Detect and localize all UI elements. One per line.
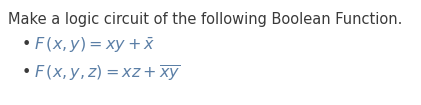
Text: $F\,(x, y) = xy + \bar{x}$: $F\,(x, y) = xy + \bar{x}$ xyxy=(34,36,155,55)
Text: $F\,(x, y, z) = xz + \overline{xy}$: $F\,(x, y, z) = xz + \overline{xy}$ xyxy=(34,64,180,84)
Text: Make a logic circuit of the following Boolean Function.: Make a logic circuit of the following Bo… xyxy=(8,12,402,27)
Text: •: • xyxy=(22,37,32,52)
Text: •: • xyxy=(22,65,32,80)
